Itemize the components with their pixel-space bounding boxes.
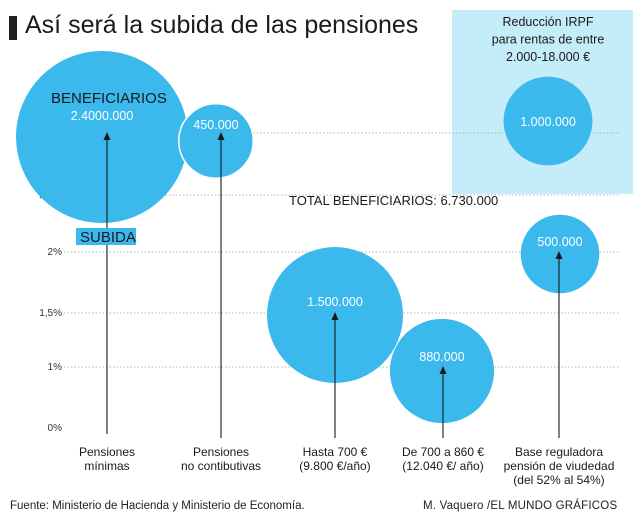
y-tick-label: 1% <box>48 362 63 373</box>
arrow-head-2 <box>331 312 339 320</box>
category-label: Base reguladora <box>515 445 603 459</box>
arrow-head-1 <box>217 132 225 140</box>
category-label: no contibutivas <box>181 459 261 473</box>
irpf-bubble <box>503 76 593 166</box>
irpf-title-line: Reducción IRPF <box>502 15 593 29</box>
arrow-head-4 <box>555 251 563 259</box>
bubble-value-label: 1.500.000 <box>307 295 363 309</box>
total-beneficiarios-annotation: TOTAL BENEFICIARIOS: 6.730.000 <box>289 193 498 208</box>
y-tick-label: 2% <box>48 247 63 258</box>
credit-note: M. Vaquero /EL MUNDO GRÁFICOS <box>423 500 618 512</box>
category-label: Pensiones <box>79 445 135 459</box>
bubble-value-label: 880.000 <box>419 350 464 364</box>
irpf-title-line: para rentas de entre <box>492 33 605 47</box>
arrow-head-3 <box>439 366 447 374</box>
source-note: Fuente: Ministerio de Hacienda y Ministe… <box>10 500 305 512</box>
bubble-value-label: 500.000 <box>537 235 582 249</box>
bubble-value-label: 2.4000.000 <box>71 109 134 123</box>
irpf-bubble-value-label: 1.000.000 <box>520 115 576 129</box>
category-label: De 700 a 860 € <box>402 445 484 459</box>
subida-label-bg <box>76 228 136 245</box>
irpf-title-line: 2.000-18.000 € <box>506 50 590 64</box>
category-label: mínimas <box>84 459 129 473</box>
arrow-head-0 <box>103 132 111 140</box>
category-label: pensión de viudedad <box>504 459 615 473</box>
bubble-value-label: 450.000 <box>193 118 238 132</box>
page-title: Así será la subida de las pensiones <box>25 11 419 39</box>
beneficiarios-annotation: BENEFICIARIOS <box>51 90 167 107</box>
category-label: (9.800 €/año) <box>299 459 370 473</box>
subida-annotation: SUBIDA <box>80 229 136 246</box>
y-tick-label: 0% <box>48 423 63 434</box>
y-tick-label: 1,5% <box>39 308 62 319</box>
title-accent-bar <box>9 16 17 40</box>
bubble-1 <box>178 103 254 179</box>
bubble-0 <box>16 51 188 223</box>
category-label: Hasta 700 € <box>303 445 368 459</box>
category-label: (12.040 €/ año) <box>402 459 483 473</box>
category-label: Pensiones <box>193 445 249 459</box>
category-label: (del 52% al 54%) <box>513 473 604 487</box>
